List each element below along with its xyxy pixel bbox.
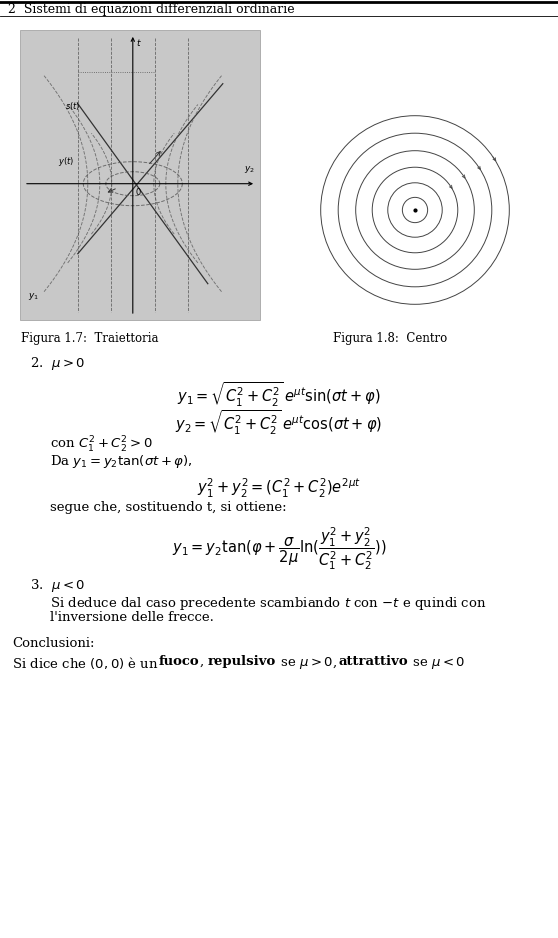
- Text: 2  Sistemi di equazioni differenziali ordinarie: 2 Sistemi di equazioni differenziali ord…: [8, 3, 295, 16]
- Text: $y_1 = y_2\tan(\varphi + \dfrac{\sigma}{2\mu}\ln(\dfrac{y_1^2 + y_2^2}{C_1^2 + C: $y_1 = y_2\tan(\varphi + \dfrac{\sigma}{…: [172, 525, 386, 572]
- Text: se $\mu < 0$: se $\mu < 0$: [408, 655, 465, 671]
- Text: $0$: $0$: [135, 186, 142, 197]
- Text: segue che, sostituendo t, si ottiene:: segue che, sostituendo t, si ottiene:: [50, 501, 287, 514]
- Text: Si deduce dal caso precedente scambiando $t$ con $-t$ e quindi con: Si deduce dal caso precedente scambiando…: [50, 595, 487, 612]
- Text: Figura 1.8:  Centro: Figura 1.8: Centro: [333, 332, 447, 345]
- Text: Figura 1.7:  Traiettoria: Figura 1.7: Traiettoria: [21, 332, 158, 345]
- Bar: [20, 30, 260, 320]
- Text: fuoco: fuoco: [159, 655, 200, 668]
- Text: $y_1^2 + y_2^2 = (C_1^2 + C_2^2)e^{2\mu t}$: $y_1^2 + y_2^2 = (C_1^2 + C_2^2)e^{2\mu …: [197, 477, 361, 500]
- Text: attrattivo: attrattivo: [339, 655, 408, 668]
- Text: $y_1 = \sqrt{C_1^2 + C_2^2}\,e^{\mu t}\sin(\sigma t + \varphi)$: $y_1 = \sqrt{C_1^2 + C_2^2}\,e^{\mu t}\s…: [177, 381, 381, 409]
- Text: 3.  $\mu < 0$: 3. $\mu < 0$: [30, 577, 85, 594]
- Text: repulsivo: repulsivo: [208, 655, 276, 668]
- Text: $y_1$: $y_1$: [28, 291, 39, 302]
- Text: ,: ,: [200, 655, 208, 668]
- Text: Da $y_1 = y_2\tan(\sigma t + \varphi),$: Da $y_1 = y_2\tan(\sigma t + \varphi),$: [50, 453, 193, 470]
- Text: con $C_1^2 + C_2^2 > 0$: con $C_1^2 + C_2^2 > 0$: [50, 435, 153, 455]
- Text: $s(t)$: $s(t)$: [65, 99, 80, 112]
- Text: Si dice che $(0,0)$ è un: Si dice che $(0,0)$ è un: [12, 655, 159, 671]
- Text: se $\mu > 0$,: se $\mu > 0$,: [276, 655, 339, 671]
- Text: $y(t)$: $y(t)$: [58, 155, 74, 168]
- Text: l'inversione delle frecce.: l'inversione delle frecce.: [50, 611, 214, 624]
- Text: $y_2$: $y_2$: [244, 164, 255, 174]
- Text: $t$: $t$: [136, 37, 142, 48]
- Text: 2.  $\mu > 0$: 2. $\mu > 0$: [30, 355, 85, 372]
- Text: Conclusioni:: Conclusioni:: [12, 637, 94, 650]
- Text: $y_2 = \sqrt{C_1^2 + C_2^2}\,e^{\mu t}\cos(\sigma t + \varphi)$: $y_2 = \sqrt{C_1^2 + C_2^2}\,e^{\mu t}\c…: [175, 409, 383, 437]
